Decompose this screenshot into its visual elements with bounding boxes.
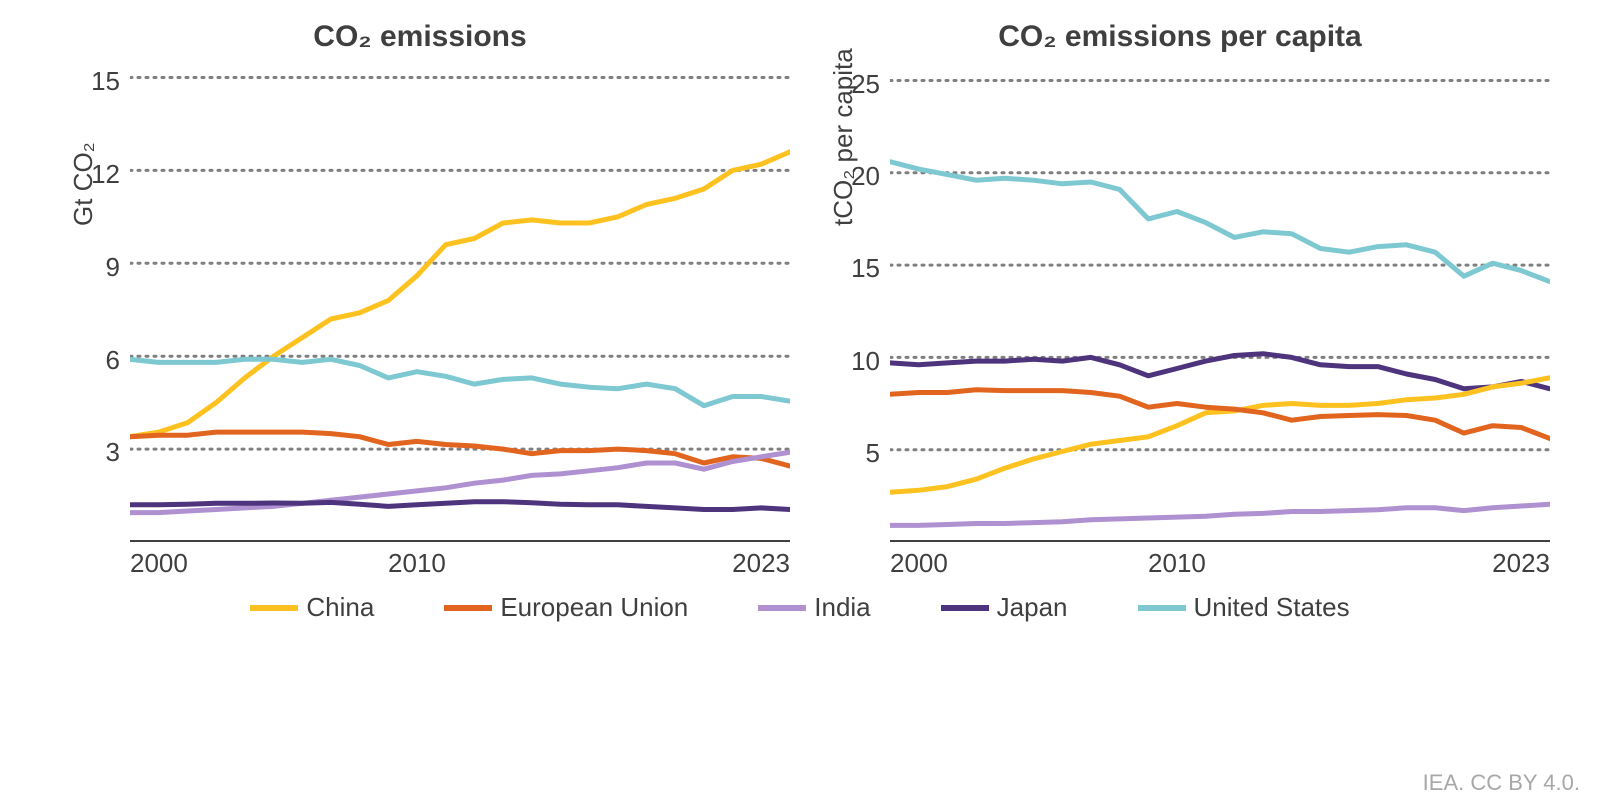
per-capita-panel: CO₂ emissions per capitatCO₂ per capita5… (810, 20, 1550, 582)
y-tick-label: 9 (50, 252, 120, 283)
legend-item-china: China (250, 592, 374, 623)
legend: China European Union India Japan United Stat… (0, 592, 1600, 623)
series-line-japan (890, 354, 1550, 389)
y-tick-label: 6 (50, 345, 120, 376)
y-tick-label: 3 (50, 437, 120, 468)
y-tick-label: 15 (810, 253, 880, 284)
legend-swatch (250, 605, 298, 611)
y-tick-label: 15 (50, 66, 120, 97)
legend-label: India (814, 592, 870, 623)
legend-label: Japan (997, 592, 1068, 623)
legend-label: United States (1194, 592, 1350, 623)
y-tick-label: 10 (810, 346, 880, 377)
series-line-india (890, 504, 1550, 525)
y-tick-label: 12 (50, 159, 120, 190)
series-line-us (130, 359, 790, 405)
legend-item-eu: European Union (444, 592, 688, 623)
chart-svg (130, 62, 790, 542)
y-tick-label: 20 (810, 161, 880, 192)
chart-title: CO₂ emissions per capita (810, 20, 1550, 54)
emissions-panel: CO₂ emissionsGt CO₂3691215200020102023 (50, 20, 790, 582)
legend-swatch (1138, 605, 1186, 611)
legend-swatch (444, 605, 492, 611)
x-tick-label: 2023 (1492, 548, 1550, 579)
legend-label: European Union (500, 592, 688, 623)
attribution: IEA. CC BY 4.0. (1423, 770, 1580, 796)
series-line-china (890, 378, 1550, 493)
chart-svg (890, 62, 1550, 542)
y-tick-label: 5 (810, 438, 880, 469)
y-tick-label: 25 (810, 69, 880, 100)
legend-item-india: India (758, 592, 870, 623)
x-tick-label: 2000 (890, 548, 948, 579)
x-tick-label: 2010 (388, 548, 446, 579)
series-line-china (130, 152, 790, 437)
chart-title: CO₂ emissions (50, 20, 790, 54)
legend-swatch (941, 605, 989, 611)
legend-item-us: United States (1138, 592, 1350, 623)
x-tick-label: 2000 (130, 548, 188, 579)
legend-swatch (758, 605, 806, 611)
x-tick-label: 2010 (1148, 548, 1206, 579)
legend-label: China (306, 592, 374, 623)
legend-item-japan: Japan (941, 592, 1068, 623)
x-tick-label: 2023 (732, 548, 790, 579)
